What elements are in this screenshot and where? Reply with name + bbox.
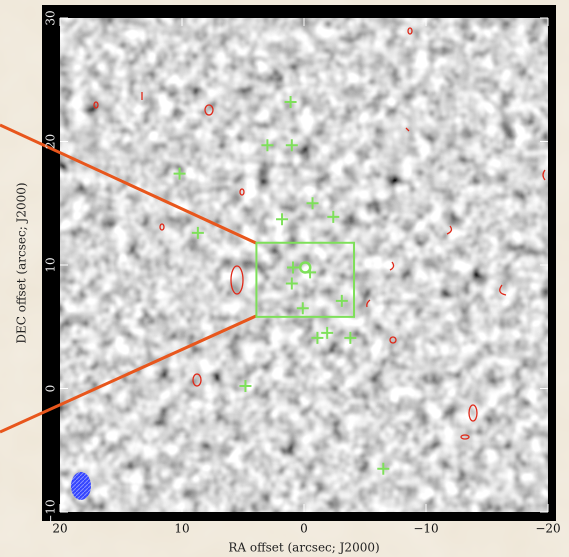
image (60, 18, 548, 512)
y-axis-title: DEC offset (arcsec; J2000) (15, 182, 29, 343)
y-tick-label: 30 (44, 10, 58, 25)
x-tick-label: 0 (300, 522, 308, 536)
y-tick-label: 20 (44, 134, 58, 149)
x-tick-label: −20 (535, 522, 560, 536)
y-tick-label: −10 (44, 499, 58, 524)
x-axis-title: RA offset (arcsec; J2000) (228, 541, 379, 555)
y-tick-label: 10 (44, 257, 58, 272)
beam (71, 472, 91, 500)
chart: RA offset (arcsec; J2000) DEC offset (ar… (0, 0, 569, 557)
x-tick-label: −10 (413, 522, 438, 536)
x-tick-label: 10 (174, 522, 189, 536)
y-tick-label: 0 (44, 385, 58, 393)
